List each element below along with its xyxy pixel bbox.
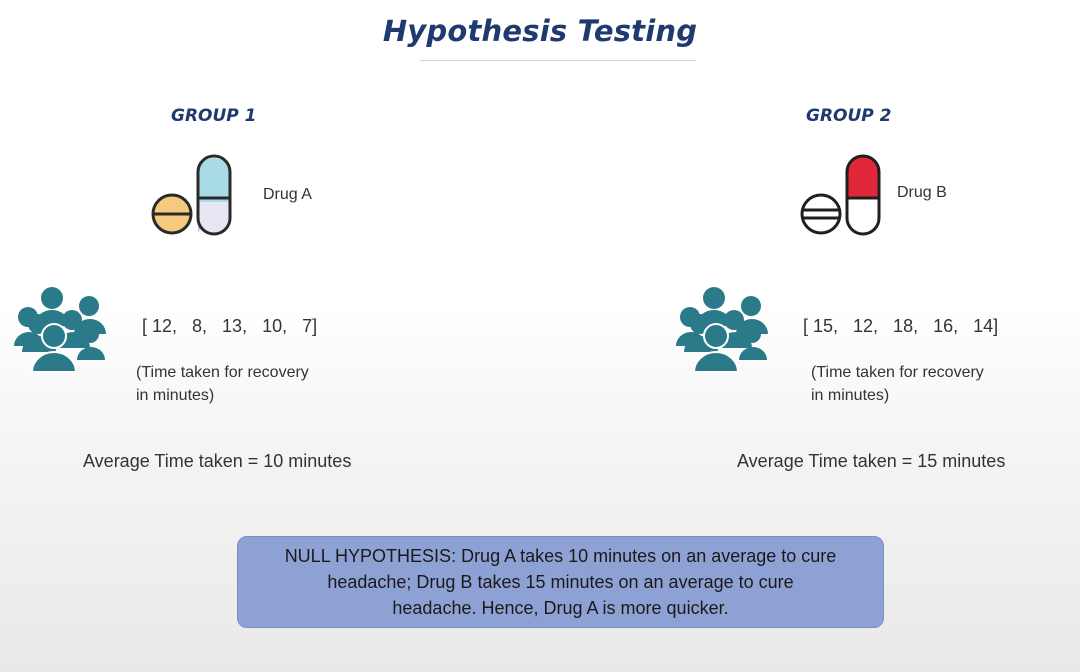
group1-note-line2: in minutes) [136,387,215,404]
drug-b-pills-icon [800,154,881,236]
group1-label: GROUP 1 [171,106,257,126]
group1-average: Average Time taken = 10 minutes [83,451,352,471]
drug-a-label: Drug A [263,186,312,203]
group2-note-line2: in minutes) [811,387,890,404]
group2-data-array: [ 15, 12, 18, 16, 14] [803,316,999,336]
group2-people-icon [676,287,768,372]
null-hypothesis-line3: headache. Hence, Drug A is more quicker. [392,598,729,618]
title-underline [420,60,696,61]
null-hypothesis-box: NULL HYPOTHESIS: Drug A takes 10 minutes… [237,536,884,628]
group1-note-line1: (Time taken for recovery [136,364,309,381]
drug-b-label: Drug B [897,184,947,201]
slide-title: Hypothesis Testing [382,14,698,48]
null-hypothesis-line2: headache; Drug B takes 15 minutes on an … [327,572,794,592]
drug-a-pills-icon [151,154,232,236]
group2-note: (Time taken for recovery in minutes) [811,361,1031,407]
group2-average: Average Time taken = 15 minutes [737,451,1006,471]
group2-note-line1: (Time taken for recovery [811,364,984,381]
group1-people-icon [14,287,106,372]
group1-data-array: [ 12, 8, 13, 10, 7] [142,316,318,336]
null-hypothesis-text: NULL HYPOTHESIS: Drug A takes 10 minutes… [285,543,837,621]
group1-note: (Time taken for recovery in minutes) [136,361,356,407]
null-hypothesis-line1: NULL HYPOTHESIS: Drug A takes 10 minutes… [284,546,837,566]
group2-label: GROUP 2 [806,106,892,126]
